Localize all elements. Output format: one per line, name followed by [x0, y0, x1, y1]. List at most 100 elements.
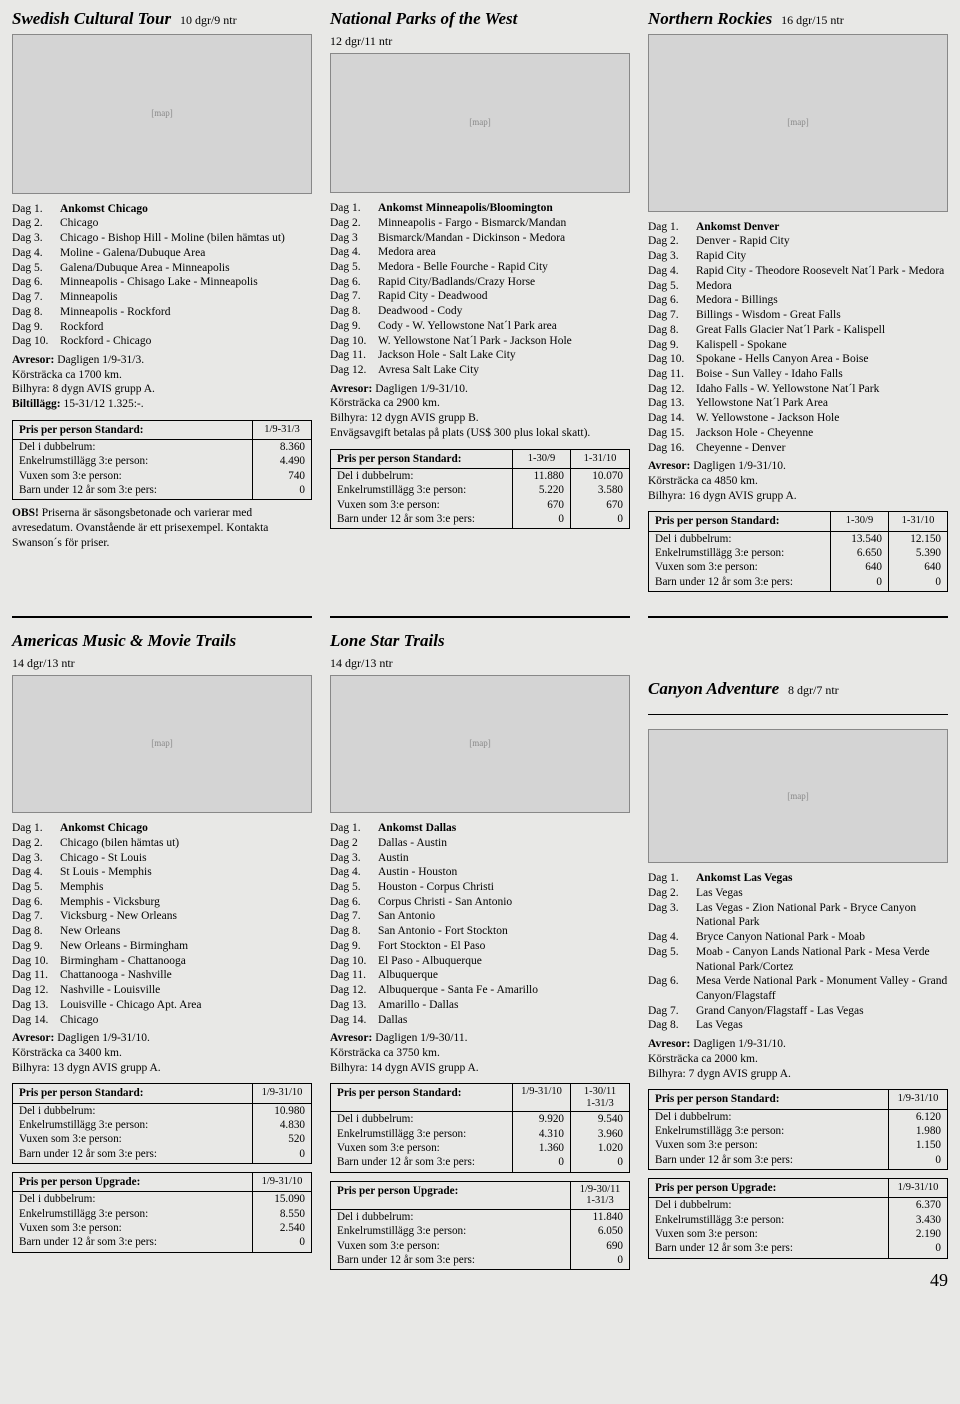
- title-line: Canyon Adventure 8 dgr/7 ntr: [648, 678, 948, 700]
- price-value: 6.120: [889, 1110, 947, 1124]
- price-value: 12.150: [889, 532, 947, 546]
- itin-row: Dag 3.Chicago - St Louis: [12, 851, 312, 866]
- divider: [648, 714, 948, 716]
- info-label: Avresor:: [12, 1032, 54, 1044]
- itin-row: Dag 1.Ankomst Dallas: [330, 821, 630, 836]
- itin-text: Kalispell - Spokane: [696, 338, 948, 353]
- price-row: Barn under 12 år som 3:e pers:00: [331, 512, 629, 528]
- itin-day: Dag 7.: [330, 289, 378, 304]
- price-row: Del i dubbelrum:6.370: [649, 1198, 947, 1212]
- itin-day: Dag 12.: [330, 363, 378, 378]
- itin-row: Dag 7.Minneapolis: [12, 290, 312, 305]
- itin-text: Jackson Hole - Salt Lake City: [378, 348, 630, 363]
- info-text: Dagligen 1/9-31/10.: [690, 460, 786, 472]
- tour-title: Canyon Adventure: [648, 679, 779, 698]
- price-table-col: 1/9-31/10: [889, 1090, 947, 1108]
- price-table-col: 1/9-30/111-31/3: [571, 1182, 629, 1209]
- itin-day: Dag 5.: [330, 260, 378, 275]
- info-label: Avresor:: [12, 354, 54, 366]
- price-row-label: Barn under 12 år som 3:e pers:: [331, 512, 513, 528]
- price-value: 9.920: [513, 1112, 571, 1126]
- price-row: Vuxen som 3:e person:740: [13, 469, 311, 483]
- itin-day: Dag 12.: [648, 382, 696, 397]
- price-row: Enkelrumstillägg 3:e person:6.6505.390: [649, 546, 947, 560]
- itin-row: Dag 2.Las Vegas: [648, 886, 948, 901]
- price-row: Vuxen som 3:e person:1.150: [649, 1138, 947, 1152]
- itin-day: Dag 4.: [648, 264, 696, 279]
- note: OBS! Priserna är säsongsbetonade och var…: [12, 506, 312, 550]
- info-label: Avresor:: [648, 460, 690, 472]
- itin-day: Dag 11.: [12, 968, 60, 983]
- price-table-col: 1-31/10: [889, 512, 947, 530]
- price-value: 1.360: [513, 1141, 571, 1155]
- price-row: Enkelrumstillägg 3:e person:6.050: [331, 1224, 629, 1238]
- price-value: 1.150: [889, 1138, 947, 1152]
- info-text: Dagligen 1/9-30/11.: [372, 1032, 467, 1044]
- itin-day: Dag 8.: [648, 323, 696, 338]
- itin-text: Spokane - Hells Canyon Area - Boise: [696, 352, 948, 367]
- itin-text: Minneapolis - Rockford: [60, 305, 312, 320]
- itin-text: St Louis - Memphis: [60, 865, 312, 880]
- tour-sub: 14 dgr/13 ntr: [330, 656, 630, 671]
- price-row-label: Enkelrumstillägg 3:e person:: [649, 546, 831, 560]
- itin-day: Dag 3.: [330, 851, 378, 866]
- itin-row: Dag 7.Rapid City - Deadwood: [330, 289, 630, 304]
- info-text: Dagligen 1/9-31/10.: [690, 1038, 786, 1050]
- itin-day: Dag 6.: [648, 974, 696, 1003]
- price-table-title: Pris per person Standard:: [649, 512, 831, 530]
- itin-text: Corpus Christi - San Antonio: [378, 895, 630, 910]
- itin-day: Dag 12.: [330, 983, 378, 998]
- price-value: 0: [831, 575, 889, 591]
- price-row-label: Enkelrumstillägg 3:e person:: [13, 1207, 253, 1221]
- itin-text: Bismarck/Mandan - Dickinson - Medora: [378, 231, 630, 246]
- itin-text: Minneapolis - Chisago Lake - Minneapolis: [60, 275, 312, 290]
- itin-text: Rapid City - Deadwood: [378, 289, 630, 304]
- itin-text: Billings - Wisdom - Great Falls: [696, 308, 948, 323]
- price-value: 670: [513, 498, 571, 512]
- price-value: 0: [513, 512, 571, 528]
- info-line: Körsträcka ca 2000 km.: [648, 1052, 948, 1067]
- map-placeholder: [map]: [12, 675, 312, 813]
- tour-title: Northern Rockies: [648, 9, 772, 28]
- map-placeholder: [map]: [330, 675, 630, 813]
- tour-sub: 10 dgr/9 ntr: [180, 13, 237, 27]
- itin-row: Dag 1.Ankomst Las Vegas: [648, 871, 948, 886]
- itin-day: Dag 8.: [12, 305, 60, 320]
- itin-row: Dag 14.Dallas: [330, 1013, 630, 1028]
- itin-row: Dag 2.Minneapolis - Fargo - Bismarck/Man…: [330, 216, 630, 231]
- itin-row: Dag 9.New Orleans - Birmingham: [12, 939, 312, 954]
- itin-text: Louisville - Chicago Apt. Area: [60, 998, 312, 1013]
- map-placeholder: [map]: [12, 34, 312, 194]
- itinerary: Dag 1.Ankomst Minneapolis/BloomingtonDag…: [330, 201, 630, 378]
- price-row: Vuxen som 3:e person:520: [13, 1132, 311, 1146]
- itin-day: Dag 6.: [12, 895, 60, 910]
- info-line: Avresor: Dagligen 1/9-31/3.: [12, 353, 312, 368]
- itin-text: Galena/Dubuque Area - Minneapolis: [60, 261, 312, 276]
- info-label: Avresor:: [330, 383, 372, 395]
- itin-day: Dag 2.: [12, 836, 60, 851]
- itin-text: Austin - Houston: [378, 865, 630, 880]
- price-row-label: Enkelrumstillägg 3:e person:: [331, 483, 513, 497]
- price-table: Pris per person Standard:1/9-31/3Del i d…: [12, 420, 312, 501]
- price-value: 520: [253, 1132, 311, 1146]
- itin-day: Dag 1.: [648, 220, 696, 235]
- price-value: 1.020: [571, 1141, 629, 1155]
- price-value: 15.090: [253, 1192, 311, 1206]
- price-table-title: Pris per person Upgrade:: [649, 1179, 889, 1197]
- itin-row: Dag 7.Billings - Wisdom - Great Falls: [648, 308, 948, 323]
- price-value: 5.220: [513, 483, 571, 497]
- info-text: Körsträcka ca 2900 km.: [330, 397, 440, 409]
- itin-text: Vicksburg - New Orleans: [60, 909, 312, 924]
- itin-day: Dag 14.: [330, 1013, 378, 1028]
- price-table-col: 1/9-31/3: [253, 421, 311, 439]
- itinerary: Dag 1.Ankomst ChicagoDag 2.ChicagoDag 3.…: [12, 202, 312, 349]
- price-row-label: Vuxen som 3:e person:: [13, 1132, 253, 1146]
- itin-day: Dag 2.: [330, 216, 378, 231]
- price-row-label: Del i dubbelrum:: [13, 440, 253, 454]
- price-table-title: Pris per person Standard:: [649, 1090, 889, 1108]
- price-value: 4.490: [253, 454, 311, 468]
- itin-text: San Antonio - Fort Stockton: [378, 924, 630, 939]
- itin-text: Yellowstone Nat´l Park Area: [696, 396, 948, 411]
- tour-americas: Americas Music & Movie Trails 14 dgr/13 …: [12, 616, 312, 1292]
- info-text: Bilhyra: 12 dygn AVIS grupp B.: [330, 412, 479, 424]
